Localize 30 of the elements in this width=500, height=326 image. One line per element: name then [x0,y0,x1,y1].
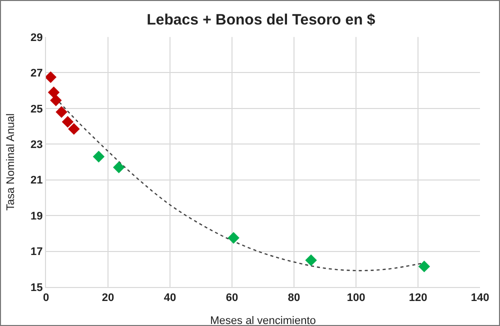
point [418,260,430,272]
point [228,232,240,244]
x-tick-label: 0 [42,292,50,304]
y-tick-label: 15 [30,282,43,294]
y-tick-label: 29 [30,32,43,44]
y-tick-label: 21 [30,174,43,187]
point [68,123,80,135]
y-tick-label: 17 [30,246,43,258]
y-axis-title: Tasa Nominal Anual [5,113,17,211]
x-tick-label: 20 [102,292,114,304]
point [92,150,105,162]
point [48,86,60,98]
point [305,254,317,266]
x-tick-label: 60 [226,292,238,304]
x-tick-label: 120 [408,292,428,304]
x-tick-label: 40 [164,292,176,304]
point [62,116,74,128]
x-tick-label: 80 [288,292,300,304]
x-tick-label: 100 [346,292,366,304]
y-tick-label: 25 [30,103,43,116]
chart-title: Lebacs + Bonos del Tesoro en $ [146,12,376,29]
point [56,106,68,118]
point [50,94,62,106]
point [46,71,56,84]
x-tick-label: 140 [470,292,490,304]
x-axis-title: Meses al vencimiento [210,315,316,326]
point [113,162,125,174]
y-tick-label: 27 [30,68,43,80]
y-tick-label: 19 [30,210,43,222]
y-tick-label: 23 [30,138,43,151]
